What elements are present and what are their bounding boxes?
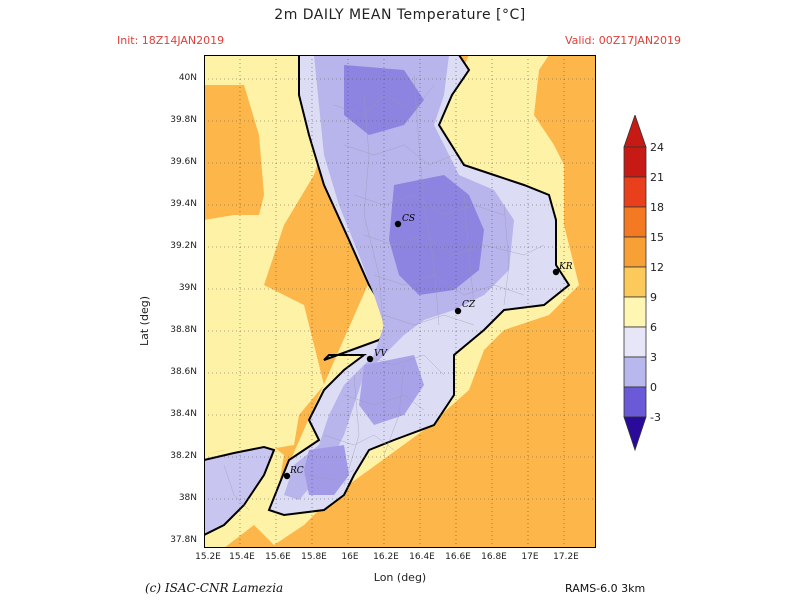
ytick-label: 39.4N xyxy=(170,199,197,209)
coastal-band-west xyxy=(204,55,596,455)
ytick-label: 38.4N xyxy=(170,409,197,419)
coastal-band-west-2 xyxy=(204,85,264,220)
city-label-vv: VV xyxy=(374,349,388,359)
city-marker-vv xyxy=(366,355,374,363)
land-mid-shade xyxy=(284,55,514,500)
temperature-map: CS KR CZ VV RC xyxy=(204,55,596,548)
colorbar-label: 12 xyxy=(650,261,664,274)
xtick-label: 16.2E xyxy=(373,552,399,562)
land-mid-serre xyxy=(359,355,424,425)
colorbar-bottom-arrow xyxy=(623,416,647,452)
colorbar-segment xyxy=(623,296,647,328)
colorbar-top-arrow xyxy=(623,115,647,148)
map-frame xyxy=(204,55,596,548)
ytick-label: 38N xyxy=(178,493,197,503)
colorbar-label: 9 xyxy=(650,291,657,304)
colorbar-segment xyxy=(623,236,647,268)
city-marker-cs xyxy=(394,220,402,228)
ytick-label: 39.8N xyxy=(170,115,197,125)
xtick-label: 17.2E xyxy=(553,552,579,562)
ytick-label: 39.2N xyxy=(170,241,197,251)
xtick-label: 15.6E xyxy=(265,552,291,562)
ytick-label: 37.8N xyxy=(170,535,197,545)
city-marker-rc xyxy=(283,472,291,480)
city-label-rc: RC xyxy=(289,466,304,476)
xtick-label: 15.4E xyxy=(229,552,255,562)
xtick-label: 17E xyxy=(521,552,539,562)
map-title: 2m DAILY MEAN Temperature [°C] xyxy=(274,7,526,23)
y-axis-label: Lat (deg) xyxy=(138,296,151,346)
city-marker-cz xyxy=(454,307,462,315)
colorbar-label: 3 xyxy=(650,351,657,364)
colorbar-segment xyxy=(623,146,647,178)
xtick-label: 16.8E xyxy=(481,552,507,562)
xtick-label: 16E xyxy=(341,552,359,562)
colorbar-segment xyxy=(623,356,647,388)
city-label-cz: CZ xyxy=(462,300,476,310)
colorbar-segment xyxy=(623,176,647,208)
sicily-land xyxy=(204,445,276,537)
xtick-label: 15.2E xyxy=(195,552,221,562)
colorbar-label: 15 xyxy=(650,231,664,244)
city-label-cs: CS xyxy=(402,214,415,224)
colorbar xyxy=(623,115,647,452)
init-time: Init: 18Z14JAN2019 xyxy=(117,34,225,47)
colorbar-segment xyxy=(623,266,647,298)
xtick-label: 15.8E xyxy=(301,552,327,562)
ytick-label: 38.6N xyxy=(170,367,197,377)
colorbar-label: 21 xyxy=(650,171,664,184)
model-label: RAMS-6.0 3km xyxy=(565,582,646,595)
credit-text: (c) ISAC-CNR Lamezia xyxy=(145,581,284,595)
lat-lon-grid xyxy=(204,55,596,548)
colorbar-label: 18 xyxy=(650,201,664,214)
valid-time: Valid: 00Z17JAN2019 xyxy=(565,34,682,47)
land-dark-aspromonte xyxy=(304,445,349,495)
xtick-label: 16.4E xyxy=(409,552,435,562)
colorbar-segment xyxy=(623,326,647,358)
xtick-label: 16.6E xyxy=(445,552,471,562)
colorbar-label: 0 xyxy=(650,381,657,394)
ytick-label: 40N xyxy=(178,73,197,83)
ytick-label: 38.2N xyxy=(170,451,197,461)
city-label-kr: KR xyxy=(558,262,573,272)
ytick-label: 39.6N xyxy=(170,157,197,167)
colorbar-segment xyxy=(623,386,647,418)
colorbar-label: 24 xyxy=(650,141,664,154)
ytick-label: 39N xyxy=(178,283,197,293)
colorbar-label: -3 xyxy=(650,411,661,424)
colorbar-segment xyxy=(623,206,647,238)
ytick-label: 38.8N xyxy=(170,325,197,335)
x-axis-label: Lon (deg) xyxy=(373,571,427,584)
colorbar-label: 6 xyxy=(650,321,657,334)
city-marker-kr xyxy=(552,268,560,276)
